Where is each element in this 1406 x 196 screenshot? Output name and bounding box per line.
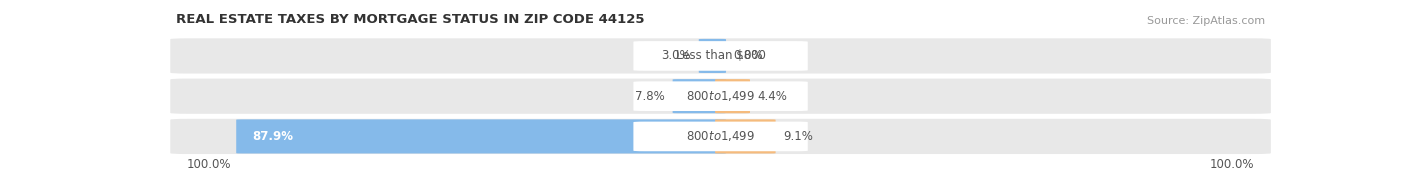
Text: 100.0%: 100.0%	[1211, 158, 1254, 171]
Text: Less than $800: Less than $800	[676, 49, 765, 63]
FancyBboxPatch shape	[170, 119, 1271, 154]
FancyBboxPatch shape	[716, 119, 776, 153]
FancyBboxPatch shape	[716, 79, 749, 113]
Text: $800 to $1,499: $800 to $1,499	[686, 89, 755, 103]
Text: $800 to $1,499: $800 to $1,499	[686, 129, 755, 143]
FancyBboxPatch shape	[633, 122, 807, 151]
FancyBboxPatch shape	[633, 81, 807, 111]
Text: 3.0%: 3.0%	[662, 49, 692, 63]
Text: 9.1%: 9.1%	[783, 130, 813, 143]
FancyBboxPatch shape	[633, 41, 807, 71]
Text: 7.8%: 7.8%	[636, 90, 665, 103]
Text: 4.4%: 4.4%	[758, 90, 787, 103]
FancyBboxPatch shape	[699, 39, 725, 73]
FancyBboxPatch shape	[170, 79, 1271, 114]
FancyBboxPatch shape	[236, 119, 725, 153]
Text: 87.9%: 87.9%	[253, 130, 294, 143]
Text: Source: ZipAtlas.com: Source: ZipAtlas.com	[1147, 16, 1265, 26]
FancyBboxPatch shape	[170, 38, 1271, 74]
FancyBboxPatch shape	[672, 79, 725, 113]
Text: 0.0%: 0.0%	[734, 49, 763, 63]
Text: REAL ESTATE TAXES BY MORTGAGE STATUS IN ZIP CODE 44125: REAL ESTATE TAXES BY MORTGAGE STATUS IN …	[176, 13, 644, 26]
Text: 100.0%: 100.0%	[187, 158, 231, 171]
